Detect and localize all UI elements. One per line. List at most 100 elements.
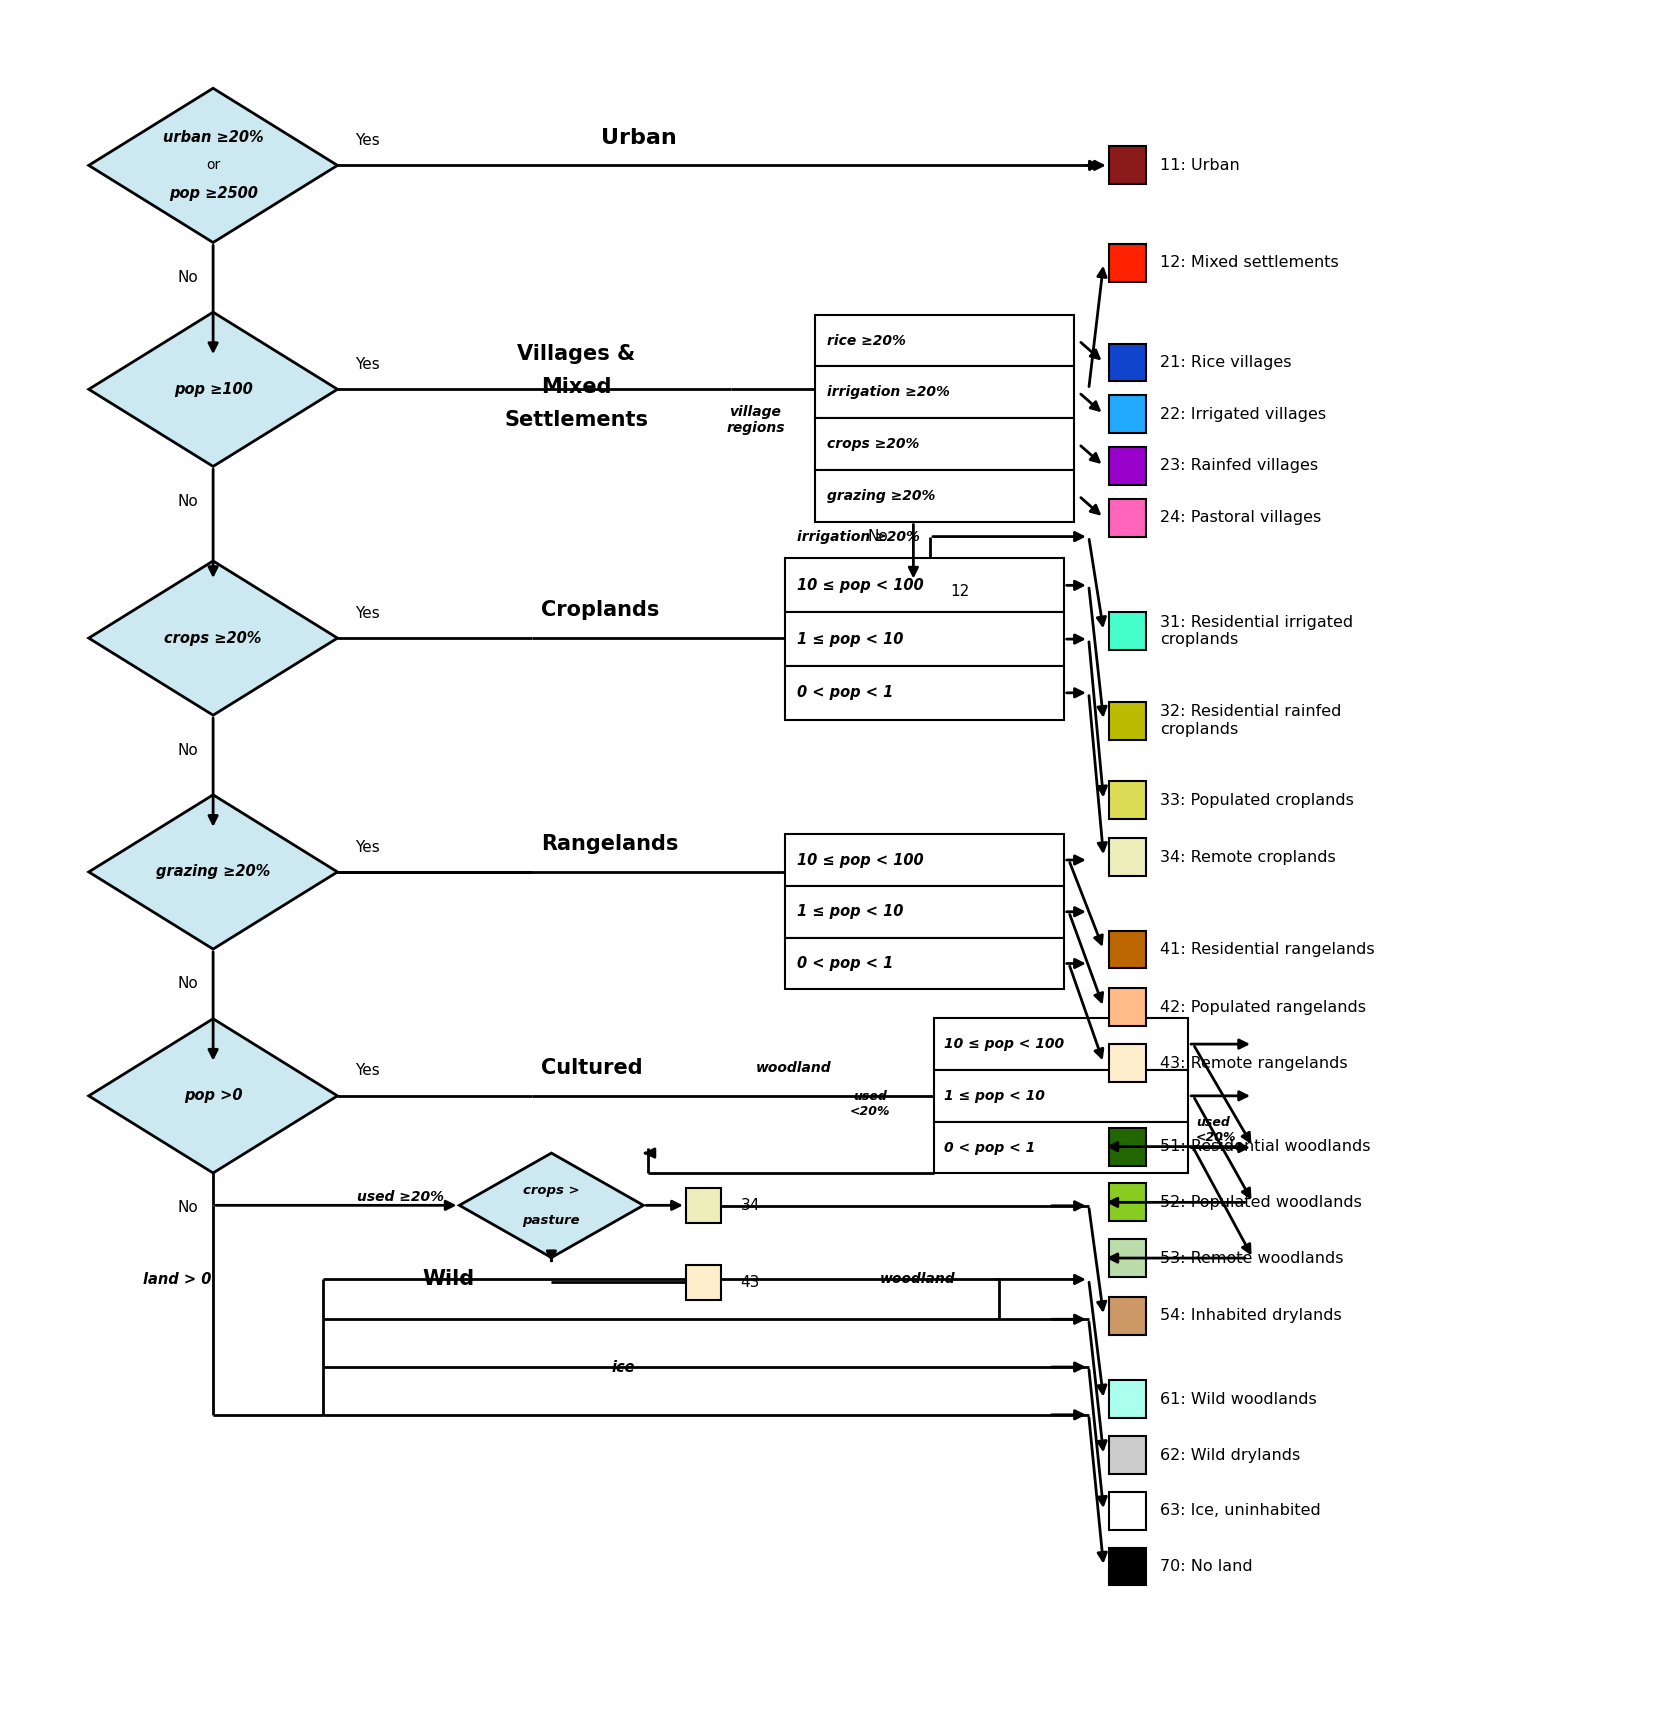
Text: 33: Populated croplands: 33: Populated croplands [1160, 792, 1355, 808]
Text: 1 ≤ pop < 10: 1 ≤ pop < 10 [945, 1088, 1046, 1102]
Text: woodland: woodland [880, 1273, 956, 1286]
Text: 1 ≤ pop < 10: 1 ≤ pop < 10 [797, 904, 903, 920]
FancyBboxPatch shape [1109, 1183, 1147, 1221]
Text: Yes: Yes [355, 1064, 380, 1078]
Text: 70: No land: 70: No land [1160, 1558, 1253, 1574]
Text: 10 ≤ pop < 100: 10 ≤ pop < 100 [797, 579, 925, 592]
FancyBboxPatch shape [815, 367, 1074, 418]
Polygon shape [88, 796, 337, 949]
FancyBboxPatch shape [1109, 1381, 1147, 1419]
FancyBboxPatch shape [1109, 1491, 1147, 1529]
FancyBboxPatch shape [1109, 613, 1147, 649]
FancyBboxPatch shape [1109, 343, 1147, 381]
Text: 34: 34 [740, 1199, 760, 1214]
Text: 12: 12 [950, 584, 969, 599]
FancyBboxPatch shape [1109, 703, 1147, 739]
Text: Cultured: Cultured [541, 1057, 642, 1078]
Text: used ≥20%: used ≥20% [357, 1190, 445, 1204]
Text: 61: Wild woodlands: 61: Wild woodlands [1160, 1391, 1316, 1407]
Polygon shape [460, 1154, 644, 1257]
Text: 43: Remote rangelands: 43: Remote rangelands [1160, 1056, 1348, 1071]
Text: 43: 43 [740, 1274, 760, 1290]
FancyBboxPatch shape [935, 1018, 1189, 1069]
Text: Yes: Yes [355, 606, 380, 620]
Text: woodland: woodland [755, 1061, 832, 1075]
Text: crops ≥20%: crops ≥20% [827, 437, 920, 451]
Text: No: No [178, 742, 199, 758]
Text: Mixed: Mixed [541, 377, 611, 398]
Text: irrigation ≥20%: irrigation ≥20% [797, 530, 920, 544]
Text: irrigation ≥20%: irrigation ≥20% [827, 386, 950, 400]
Text: Urban: Urban [601, 127, 677, 148]
FancyBboxPatch shape [785, 937, 1064, 990]
FancyBboxPatch shape [895, 575, 930, 610]
Text: No: No [178, 494, 199, 508]
Text: Settlements: Settlements [505, 410, 649, 430]
Text: No: No [868, 529, 888, 544]
FancyBboxPatch shape [1109, 782, 1147, 820]
Polygon shape [88, 88, 337, 243]
FancyBboxPatch shape [1109, 1436, 1147, 1474]
Text: 54: Inhabited drylands: 54: Inhabited drylands [1160, 1309, 1341, 1322]
Text: Yes: Yes [355, 840, 380, 854]
Text: 1 ≤ pop < 10: 1 ≤ pop < 10 [797, 632, 903, 646]
Text: 10 ≤ pop < 100: 10 ≤ pop < 100 [945, 1037, 1064, 1050]
FancyBboxPatch shape [785, 558, 1064, 613]
Text: crops ≥20%: crops ≥20% [164, 630, 262, 646]
FancyBboxPatch shape [1109, 930, 1147, 968]
Text: 0 < pop < 1: 0 < pop < 1 [945, 1140, 1036, 1155]
Text: grazing ≥20%: grazing ≥20% [156, 864, 271, 880]
FancyBboxPatch shape [1109, 1548, 1147, 1586]
Text: land > 0: land > 0 [143, 1273, 212, 1286]
Text: 23: Rainfed villages: 23: Rainfed villages [1160, 458, 1318, 474]
FancyBboxPatch shape [935, 1121, 1189, 1173]
Text: No: No [178, 976, 199, 992]
FancyBboxPatch shape [785, 613, 1064, 666]
Text: pop ≥2500: pop ≥2500 [169, 186, 257, 201]
Text: 11: Urban: 11: Urban [1160, 158, 1240, 172]
FancyBboxPatch shape [1109, 839, 1147, 876]
FancyBboxPatch shape [935, 1069, 1189, 1121]
Text: No: No [178, 270, 199, 284]
Text: Croplands: Croplands [541, 601, 659, 620]
Text: 31: Residential irrigated
croplands: 31: Residential irrigated croplands [1160, 615, 1353, 647]
Text: 10 ≤ pop < 100: 10 ≤ pop < 100 [797, 852, 925, 868]
Text: Wild: Wild [422, 1269, 475, 1290]
FancyBboxPatch shape [1109, 988, 1147, 1026]
FancyBboxPatch shape [1109, 1044, 1147, 1081]
FancyBboxPatch shape [1109, 146, 1147, 184]
FancyBboxPatch shape [1109, 396, 1147, 432]
Polygon shape [88, 1019, 337, 1173]
Text: 24: Pastoral villages: 24: Pastoral villages [1160, 510, 1321, 525]
Text: crops >: crops > [523, 1185, 579, 1197]
Text: 51: Residential woodlands: 51: Residential woodlands [1160, 1140, 1371, 1154]
FancyBboxPatch shape [785, 885, 1064, 937]
Text: 21: Rice villages: 21: Rice villages [1160, 355, 1291, 370]
Text: 34: Remote croplands: 34: Remote croplands [1160, 849, 1336, 864]
Text: 41: Residential rangelands: 41: Residential rangelands [1160, 942, 1374, 957]
Text: 0 < pop < 1: 0 < pop < 1 [797, 956, 893, 971]
FancyBboxPatch shape [785, 833, 1064, 885]
FancyBboxPatch shape [686, 1266, 720, 1300]
Text: 42: Populated rangelands: 42: Populated rangelands [1160, 1000, 1366, 1014]
FancyBboxPatch shape [1109, 448, 1147, 486]
Text: Villages &: Villages & [518, 344, 636, 365]
Text: Yes: Yes [355, 133, 380, 148]
FancyBboxPatch shape [815, 315, 1074, 367]
FancyBboxPatch shape [815, 470, 1074, 522]
Text: 62: Wild drylands: 62: Wild drylands [1160, 1448, 1300, 1462]
Text: 52: Populated woodlands: 52: Populated woodlands [1160, 1195, 1363, 1211]
Text: 32: Residential rainfed
croplands: 32: Residential rainfed croplands [1160, 704, 1341, 737]
Text: grazing ≥20%: grazing ≥20% [827, 489, 935, 503]
Text: 22: Irrigated villages: 22: Irrigated villages [1160, 406, 1326, 422]
FancyBboxPatch shape [815, 418, 1074, 470]
FancyBboxPatch shape [1109, 1297, 1147, 1335]
FancyBboxPatch shape [686, 1188, 720, 1223]
Polygon shape [88, 312, 337, 467]
Text: 12: Mixed settlements: 12: Mixed settlements [1160, 255, 1340, 270]
Text: or: or [206, 158, 221, 172]
Text: 53: Remote woodlands: 53: Remote woodlands [1160, 1250, 1345, 1266]
FancyBboxPatch shape [785, 666, 1064, 720]
FancyBboxPatch shape [1109, 1128, 1147, 1166]
FancyBboxPatch shape [1109, 1240, 1147, 1278]
